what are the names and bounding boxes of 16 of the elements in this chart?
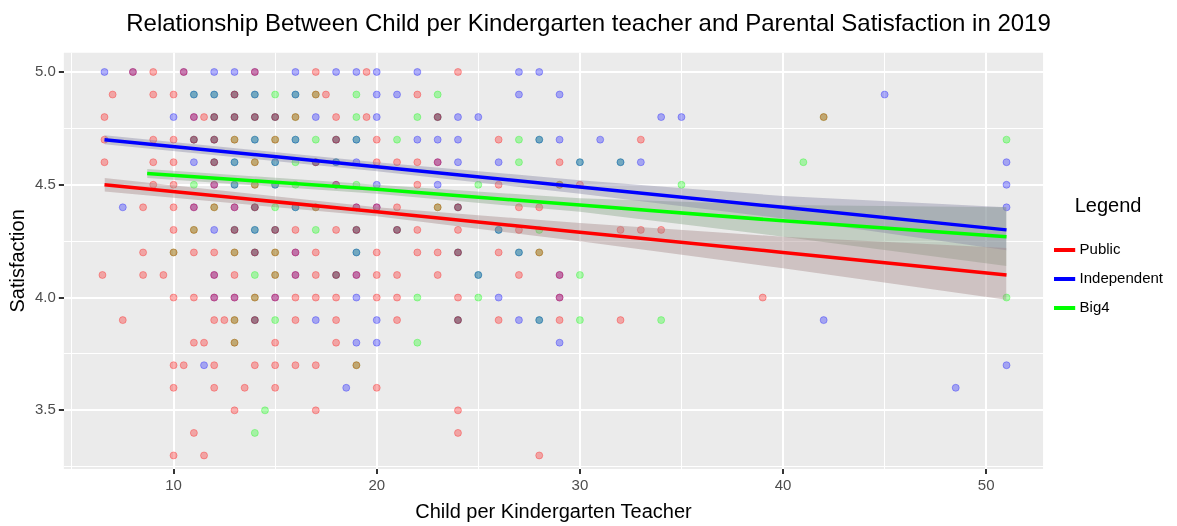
y-tick-label: 4.0	[34, 287, 56, 305]
y-tick-label: 5.0	[34, 62, 56, 80]
x-axis-title: Child per Kindergarten Teacher	[415, 499, 693, 522]
legend-label: Independent	[1079, 269, 1164, 287]
legend-label: Big4	[1079, 298, 1110, 316]
x-tick-label: 20	[368, 476, 386, 494]
y-axis-title: Satisfaction	[5, 209, 28, 313]
legend-label: Public	[1079, 240, 1121, 258]
x-tick-label: 50	[977, 476, 995, 494]
y-tick-label: 3.5	[34, 400, 56, 418]
x-tick-label: 10	[165, 476, 182, 494]
chart-title: Relationship Between Child per Kindergarten teacher and Parental Satisfaction in 2019	[126, 9, 1051, 37]
x-tick-label: 40	[774, 476, 792, 494]
y-tick-label: 4.5	[34, 174, 56, 192]
legend-title: Legend	[1074, 194, 1142, 217]
x-tick-label: 30	[571, 476, 589, 494]
